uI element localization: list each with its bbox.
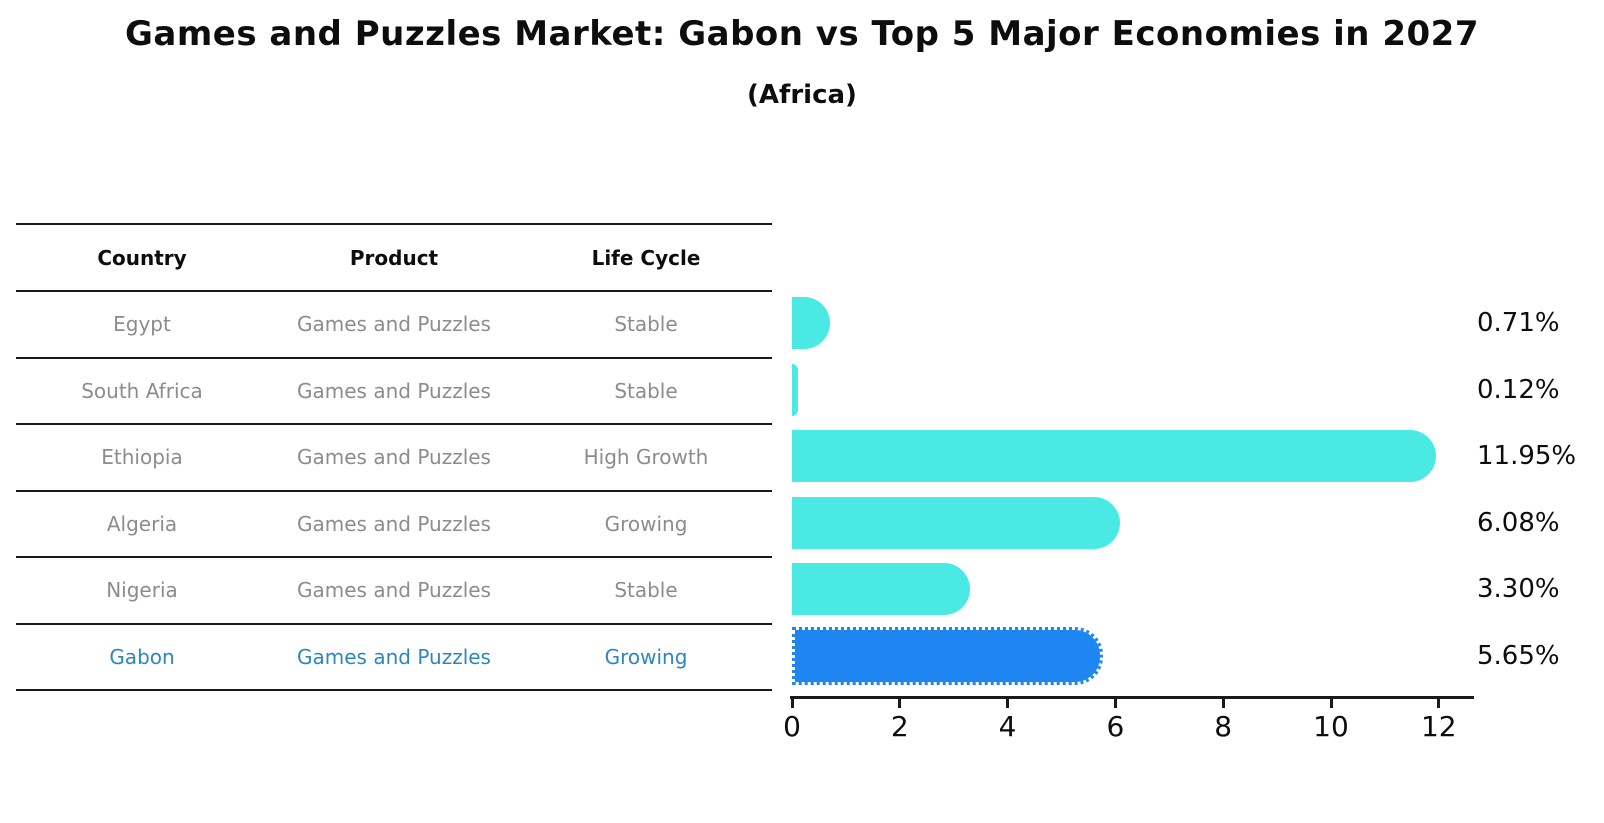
cell-product: Games and Puzzles <box>297 511 491 536</box>
header-cell-country: Country <box>97 245 187 270</box>
x-tick <box>1437 699 1441 708</box>
bar <box>792 297 830 349</box>
page-subtitle: (Africa) <box>747 80 857 110</box>
x-tick-label: 4 <box>998 710 1017 743</box>
header-cell-life-cycle: Life Cycle <box>591 245 701 270</box>
x-tick-label: 12 <box>1420 710 1457 743</box>
cell-product: Games and Puzzles <box>297 445 491 470</box>
x-tick <box>898 699 902 708</box>
cell-country: Egypt <box>113 312 171 337</box>
bar <box>792 626 1103 685</box>
x-tick <box>790 699 794 708</box>
table-row: Gabon Games and Puzzles Growing <box>16 625 772 691</box>
cell-country: Gabon <box>109 644 175 669</box>
cell-life-cycle: Stable <box>614 312 678 337</box>
value-label: 11.95% <box>1477 441 1577 471</box>
cell-life-cycle: Growing <box>604 511 688 536</box>
cell-product: Games and Puzzles <box>297 312 491 337</box>
value-label: 0.71% <box>1477 308 1560 338</box>
bar-row: 5.65% <box>792 623 1604 690</box>
cell-life-cycle: High Growth <box>583 445 709 470</box>
cell-product: Games and Puzzles <box>297 378 491 403</box>
table-row: Egypt Games and Puzzles Stable <box>16 292 772 359</box>
cell-life-cycle: Stable <box>614 378 678 403</box>
bar <box>792 430 1436 482</box>
cell-country: Nigeria <box>106 578 178 603</box>
x-axis: 0 2 4 6 8 10 12 <box>783 696 1474 756</box>
x-tick-label: 6 <box>1106 710 1125 743</box>
comparison-table: Country Product Life Cycle Egypt Games a… <box>16 223 772 691</box>
value-label: 3.30% <box>1477 574 1560 604</box>
bar-row: 0.71% <box>792 290 1604 357</box>
bar-row: 0.12% <box>792 357 1604 424</box>
x-tick <box>1221 699 1225 708</box>
bar <box>792 363 798 416</box>
table-row: Algeria Games and Puzzles Growing <box>16 492 772 558</box>
cell-product: Games and Puzzles <box>297 644 491 669</box>
value-label: 6.08% <box>1477 507 1560 538</box>
bar-row: 11.95% <box>792 423 1604 490</box>
bar-row: 6.08% <box>792 490 1604 557</box>
bar <box>792 496 1120 549</box>
x-tick-label: 0 <box>783 710 801 743</box>
bar-chart: 0.71% 0.12% 11.95% 6.08% 3.30% 5.65% <box>792 290 1604 689</box>
cell-country: Ethiopia <box>101 445 183 470</box>
bar-row: 3.30% <box>792 556 1604 623</box>
page-title: Games and Puzzles Market: Gabon vs Top 5… <box>125 14 1479 54</box>
header-cell-product: Product <box>349 245 439 270</box>
cell-life-cycle: Growing <box>604 644 688 669</box>
x-tick <box>1113 699 1117 708</box>
cell-life-cycle: Stable <box>614 578 678 603</box>
x-tick-label: 2 <box>890 710 909 743</box>
table-body: Egypt Games and Puzzles Stable South Afr… <box>16 292 772 691</box>
table-header-row: Country Product Life Cycle <box>16 225 772 292</box>
value-label: 5.65% <box>1477 640 1560 671</box>
cell-country: South Africa <box>81 378 203 403</box>
x-tick-label: 10 <box>1313 710 1349 743</box>
cell-country: Algeria <box>106 511 178 536</box>
x-tick <box>1329 699 1333 708</box>
table-row: South Africa Games and Puzzles Stable <box>16 359 772 425</box>
table-row: Ethiopia Games and Puzzles High Growth <box>16 425 772 492</box>
value-label: 0.12% <box>1477 374 1560 405</box>
cell-product: Games and Puzzles <box>297 578 491 603</box>
bar <box>792 563 970 615</box>
x-tick <box>1006 699 1010 708</box>
table-row: Nigeria Games and Puzzles Stable <box>16 558 772 625</box>
x-axis-line <box>790 696 1474 699</box>
x-tick-label: 8 <box>1214 710 1233 743</box>
